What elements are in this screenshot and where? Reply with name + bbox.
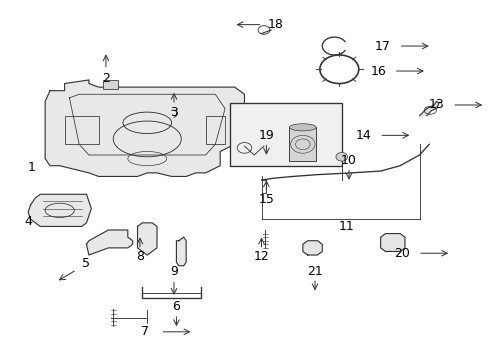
- Bar: [103, 80, 118, 89]
- Text: 9: 9: [170, 265, 178, 278]
- Text: 18: 18: [267, 18, 284, 31]
- Text: 2: 2: [102, 72, 110, 85]
- Bar: [289, 127, 316, 161]
- Text: 10: 10: [341, 154, 356, 167]
- Text: 6: 6: [172, 300, 180, 313]
- Polygon shape: [419, 102, 438, 116]
- Text: 3: 3: [170, 105, 178, 119]
- Polygon shape: [137, 223, 157, 255]
- Text: 17: 17: [374, 40, 390, 53]
- Text: 19: 19: [258, 129, 274, 142]
- Polygon shape: [380, 234, 404, 251]
- Polygon shape: [86, 230, 132, 255]
- Ellipse shape: [289, 124, 316, 131]
- Text: 21: 21: [306, 265, 322, 278]
- FancyBboxPatch shape: [229, 103, 341, 166]
- Text: 15: 15: [258, 193, 274, 206]
- Text: 4: 4: [24, 215, 32, 228]
- Text: 11: 11: [338, 220, 354, 233]
- Polygon shape: [45, 80, 244, 176]
- Text: 20: 20: [394, 247, 409, 260]
- Text: 1: 1: [27, 161, 36, 174]
- Text: 8: 8: [136, 250, 143, 263]
- Polygon shape: [176, 237, 186, 266]
- Text: 13: 13: [428, 99, 444, 112]
- Text: 12: 12: [253, 250, 269, 263]
- Text: 5: 5: [82, 257, 90, 270]
- Circle shape: [335, 153, 347, 161]
- Bar: [205, 116, 224, 144]
- Polygon shape: [28, 194, 91, 226]
- Bar: [64, 116, 99, 144]
- Text: 7: 7: [141, 325, 148, 338]
- Polygon shape: [302, 241, 322, 255]
- Text: 16: 16: [369, 64, 386, 77]
- Text: 14: 14: [355, 129, 371, 142]
